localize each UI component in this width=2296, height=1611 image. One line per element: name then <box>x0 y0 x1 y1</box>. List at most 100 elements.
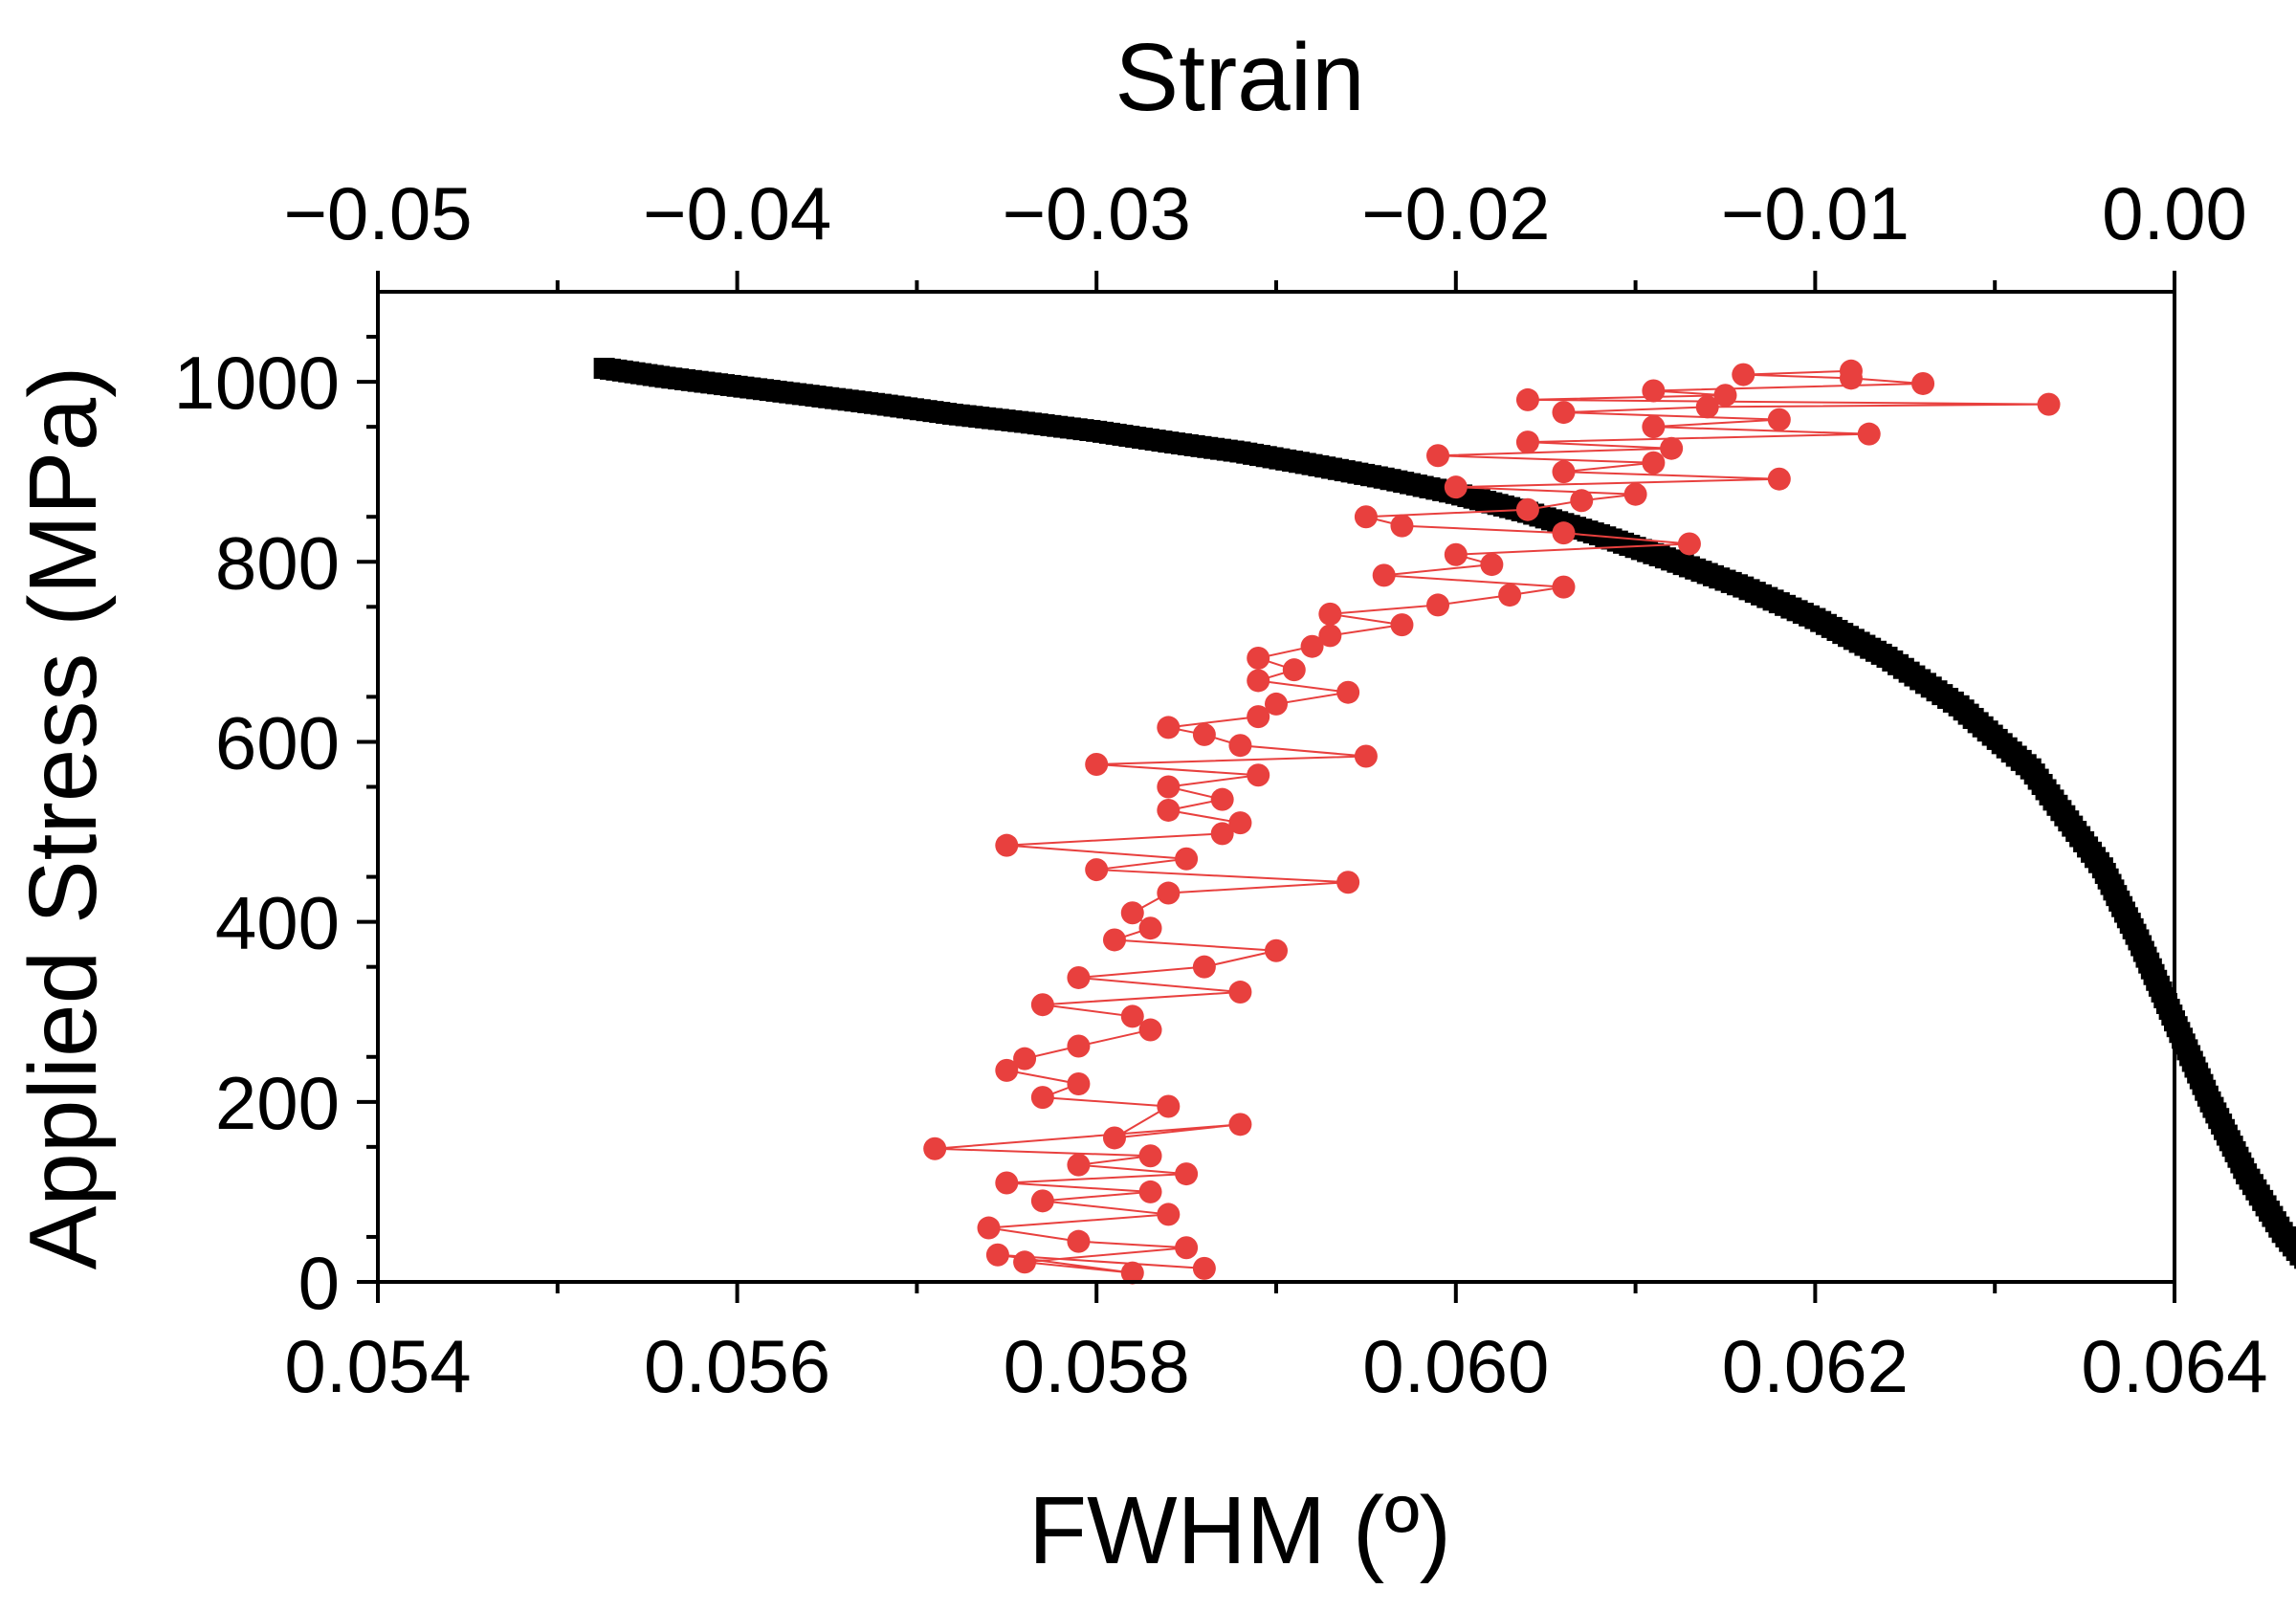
data-point-fwhm <box>1120 1004 1144 1028</box>
data-point-fwhm <box>1228 1113 1252 1137</box>
data-point-fwhm <box>995 1058 1019 1082</box>
data-point-fwhm <box>1138 1018 1162 1042</box>
data-point-fwhm <box>1067 965 1091 989</box>
data-point-fwhm <box>1354 744 1378 768</box>
data-point-fwhm <box>1138 916 1162 940</box>
y-tick-label: 600 <box>215 700 340 784</box>
data-point-fwhm <box>1570 489 1594 513</box>
data-point-fwhm <box>1265 938 1288 962</box>
data-point-fwhm <box>1623 482 1647 506</box>
data-point-fwhm <box>1911 371 1935 395</box>
data-point-fwhm <box>1085 752 1109 776</box>
data-point-fwhm <box>1210 787 1234 811</box>
data-point-fwhm <box>1336 680 1360 704</box>
data-point-fwhm <box>985 1243 1009 1267</box>
x-bottom-tick-label: 0.054 <box>284 1324 471 1408</box>
data-point-fwhm <box>1642 451 1666 474</box>
data-point-fwhm <box>1102 1126 1126 1150</box>
data-point-fwhm <box>1157 775 1181 799</box>
data-point-fwhm <box>1013 1047 1037 1070</box>
data-point-fwhm <box>1660 436 1684 460</box>
data-point-fwhm <box>995 833 1019 857</box>
data-point-fwhm <box>1192 1256 1216 1280</box>
data-point-fwhm <box>1372 563 1396 587</box>
data-point-fwhm <box>1642 379 1666 403</box>
y-axis-title: Applied Stress (MPa) <box>10 366 117 1270</box>
data-point-fwhm <box>1138 1144 1162 1168</box>
data-point-fwhm <box>1030 1086 1054 1110</box>
data-point-fwhm <box>1247 669 1270 693</box>
x-bottom-tick-label: 0.062 <box>1722 1324 1909 1408</box>
data-point-fwhm <box>1228 734 1252 758</box>
axes: 0.054 0.056 0.058 0.060 0.062 0.064 −0.05 −0.04… <box>173 171 2267 1408</box>
data-point-fwhm <box>1354 505 1378 529</box>
data-point-fwhm <box>1390 613 1414 637</box>
data-point-fwhm <box>1444 542 1468 566</box>
data-point-fwhm <box>1175 847 1199 871</box>
data-point-fwhm <box>1480 553 1504 577</box>
data-point-fwhm <box>1318 624 1342 648</box>
data-point-fwhm <box>1732 363 1755 386</box>
data-point-fwhm <box>1102 928 1126 952</box>
y-tick-label: 400 <box>215 881 340 965</box>
x-bottom-tick-label: 0.064 <box>2081 1324 2267 1408</box>
data-point-fwhm <box>1247 763 1270 787</box>
data-point-fwhm <box>1265 692 1288 716</box>
data-point-fwhm <box>1767 408 1791 431</box>
y-tick-label: 1000 <box>173 341 340 425</box>
data-point-fwhm <box>1857 422 1881 446</box>
data-point-fwhm <box>1157 1094 1181 1118</box>
data-point-fwhm <box>1067 1229 1091 1253</box>
data-point-fwhm <box>1695 395 1719 419</box>
data-point-fwhm <box>1444 475 1468 499</box>
data-point-fwhm <box>2037 392 2061 416</box>
data-point-fwhm <box>1677 532 1701 556</box>
data-point-fwhm <box>1067 1034 1091 1058</box>
data-point-fwhm <box>1552 521 1576 545</box>
data-point-fwhm <box>1318 602 1342 626</box>
data-point-strain <box>2294 1247 2296 1269</box>
x-top-tick-label: −0.05 <box>283 171 472 255</box>
data-point-fwhm <box>1515 387 1539 411</box>
x-bottom-tick-label: 0.060 <box>1362 1324 1549 1408</box>
data-point-fwhm <box>1157 881 1181 905</box>
x-top-tick-label: −0.03 <box>1003 171 1191 255</box>
y-tick-label: 0 <box>298 1241 340 1325</box>
data-point-fwhm <box>1515 497 1539 521</box>
data-point-fwhm <box>1247 646 1270 670</box>
data-point-fwhm <box>1120 1261 1144 1285</box>
data-point-fwhm <box>1247 705 1270 729</box>
data-point-fwhm <box>1157 716 1181 739</box>
data-point-fwhm <box>1839 359 1863 383</box>
series-fwhm <box>923 359 2061 1285</box>
data-point-fwhm <box>1175 1162 1199 1186</box>
data-point-fwhm <box>1390 514 1414 538</box>
x-top-tick-label: 0.00 <box>2102 171 2247 255</box>
data-point-fwhm <box>1175 1236 1199 1260</box>
x-axis-title: FWHM (º) <box>1028 1477 1451 1584</box>
plot-marks <box>593 357 2296 1285</box>
data-point-fwhm <box>1138 1180 1162 1203</box>
data-point-fwhm <box>1498 584 1522 607</box>
data-point-fwhm <box>1713 384 1737 408</box>
data-point-fwhm <box>1515 430 1539 454</box>
data-point-fwhm <box>1067 1072 1091 1095</box>
data-point-fwhm <box>1013 1250 1037 1274</box>
x-bottom-tick-label: 0.056 <box>644 1324 830 1408</box>
plot-frame <box>376 290 2176 1284</box>
data-point-fwhm <box>1067 1153 1091 1177</box>
data-point-fwhm <box>1767 467 1791 491</box>
top-axis-title: Strain <box>1115 24 1364 131</box>
y-tick-label: 200 <box>215 1061 340 1145</box>
data-point-fwhm <box>1552 401 1576 425</box>
data-point-fwhm <box>1300 634 1324 658</box>
x-top-tick-label: −0.04 <box>643 171 831 255</box>
data-point-fwhm <box>923 1137 947 1160</box>
data-point-fwhm <box>1157 798 1181 822</box>
x-top-tick-label: −0.01 <box>1721 171 1910 255</box>
x-top-tick-label: −0.02 <box>1361 171 1550 255</box>
data-point-fwhm <box>1210 822 1234 846</box>
data-point-fwhm <box>1552 575 1576 599</box>
data-point-fwhm <box>1030 993 1054 1017</box>
